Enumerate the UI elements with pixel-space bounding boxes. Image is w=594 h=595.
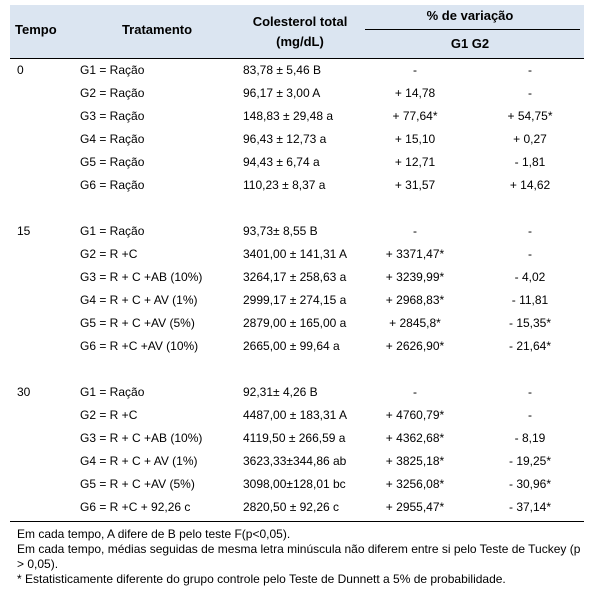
variacao-g1: - [413, 63, 417, 77]
footnotes: Em cada tempo, A difere de B pelo teste … [17, 527, 587, 587]
colesterol: 96,17 ± 3,00 A [243, 86, 321, 100]
variacao-g2: - 30,96* [508, 477, 552, 491]
tratamento: G6 = R +C +AV (10%) [80, 339, 199, 353]
variacao-g1: + 3825,18* [385, 454, 445, 468]
tratamento: G4 = R + C + AV (1%) [80, 293, 198, 307]
variacao-g1: - [413, 224, 417, 238]
variacao-g2: + 14,62 [509, 178, 551, 192]
footnote: * Estatisticamente diferente do grupo co… [17, 572, 506, 586]
variacao-g2: - [528, 247, 532, 261]
variacao-g2: - [528, 63, 532, 77]
tratamento: G4 = R + C + AV (1%) [80, 454, 198, 468]
header-unit: (mg/dL) [276, 34, 324, 49]
colesterol: 3264,17 ± 258,63 a [243, 270, 347, 284]
tratamento: G5 = Ração [80, 155, 145, 169]
tratamento: G5 = R + C +AV (5%) [80, 477, 195, 491]
variacao-g1: + 2845,8* [389, 316, 441, 330]
colesterol: 93,73± 8,55 B [243, 224, 318, 238]
colesterol: 2999,17 ± 274,15 a [243, 293, 347, 307]
variacao-g2: + 54,75* [507, 109, 553, 123]
variacao-g1: + 3371,47* [385, 247, 445, 261]
variacao-g1: - [413, 385, 417, 399]
variacao-g1: + 4760,79* [385, 408, 445, 422]
variacao-g2: - 37,14* [508, 500, 552, 514]
variacao-g1: + 2968,83* [385, 293, 445, 307]
colesterol: 83,78 ± 5,46 B [243, 63, 321, 77]
tempo: 15 [17, 224, 31, 238]
variacao-g1: + 14,78 [394, 86, 436, 100]
colesterol: 4119,50 ± 266,59 a [243, 431, 346, 445]
tratamento: G6 = R +C + 92,26 c [80, 500, 191, 514]
tratamento: G6 = Ração [80, 178, 145, 192]
variacao-g2: - 11,81 [511, 293, 549, 307]
tratamento: G2 = R +C [80, 247, 138, 261]
variacao-g1: + 2955,47* [385, 500, 445, 514]
tratamento: G1 = Ração [80, 63, 145, 77]
variacao-g1: + 4362,68* [385, 431, 445, 445]
colesterol: 94,43 ± 6,74 a [243, 155, 320, 169]
colesterol: 2820,50 ± 92,26 c [243, 500, 339, 514]
tempo: 0 [17, 63, 24, 77]
tratamento: G3 = R + C +AB (10%) [80, 431, 203, 445]
tratamento: G5 = R + C +AV (5%) [80, 316, 195, 330]
colesterol: 2879,00 ± 165,00 a [243, 316, 347, 330]
variacao-g1: + 3239,99* [385, 270, 445, 284]
variacao-g1: + 12,71 [394, 155, 436, 169]
header-colesterol: Colesterol total [252, 14, 348, 29]
variacao-g2: + 0,27 [513, 132, 547, 146]
colesterol: 3098,00±128,01 bc [243, 477, 346, 491]
tratamento: G2 = R +C [80, 408, 138, 422]
variacao-g2: - 8,19 [514, 431, 546, 445]
header-bottom-rule [10, 58, 584, 59]
colesterol: 110,23 ± 8,37 a [243, 178, 326, 192]
tratamento: G3 = Ração [80, 109, 145, 123]
variacao-g2: - [528, 86, 532, 100]
table-bottom-rule [10, 521, 584, 522]
tratamento: G4 = Ração [80, 132, 145, 146]
footnote: Em cada tempo, A difere de B pelo teste … [17, 527, 291, 541]
header-band [10, 5, 584, 58]
tratamento: G1 = Ração [80, 224, 145, 238]
header-tempo: Tempo [15, 22, 57, 37]
variacao-g1: + 15,10 [394, 132, 436, 146]
colesterol: 3401,00 ± 141,31 A [243, 247, 348, 261]
tratamento: G1 = Ração [80, 385, 145, 399]
colesterol: 148,83 ± 29,48 a [243, 109, 333, 123]
variacao-g2: - [528, 385, 532, 399]
colesterol: 2665,00 ± 99,64 a [243, 339, 340, 353]
variacao-g2: - [528, 224, 532, 238]
header-rule [365, 29, 580, 30]
header-tratamento: Tratamento [121, 22, 193, 37]
footnote: Em cada tempo, médias seguidas de mesma … [17, 542, 581, 571]
header-subcols: G1 G2 [450, 36, 490, 51]
colesterol: 4487,00 ± 183,31 A [243, 408, 348, 422]
variacao-g1: + 77,64* [392, 109, 438, 123]
tratamento: G3 = R + C +AB (10%) [80, 270, 203, 284]
variacao-g2: - 4,02 [514, 270, 546, 284]
colesterol: 92,31± 4,26 B [243, 385, 318, 399]
variacao-g2: - 15,35* [508, 316, 552, 330]
variacao-g2: - 19,25* [508, 454, 552, 468]
colesterol: 96,43 ± 12,73 a [243, 132, 327, 146]
tratamento: G2 = Ração [80, 86, 145, 100]
variacao-g2: - [528, 408, 532, 422]
tempo: 30 [17, 385, 31, 399]
variacao-g1: + 3256,08* [385, 477, 445, 491]
variacao-g2: - 1,81 [514, 155, 546, 169]
header-variacao: % de variação [426, 8, 514, 23]
variacao-g1: + 31,57 [394, 178, 436, 192]
variacao-g1: + 2626,90* [385, 339, 445, 353]
colesterol: 3623,33±344,86 ab [243, 454, 347, 468]
variacao-g2: - 21,64* [508, 339, 552, 353]
